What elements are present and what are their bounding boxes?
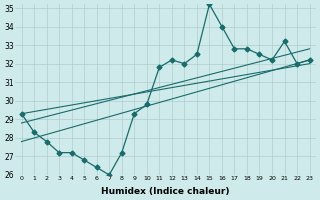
X-axis label: Humidex (Indice chaleur): Humidex (Indice chaleur) (101, 187, 230, 196)
